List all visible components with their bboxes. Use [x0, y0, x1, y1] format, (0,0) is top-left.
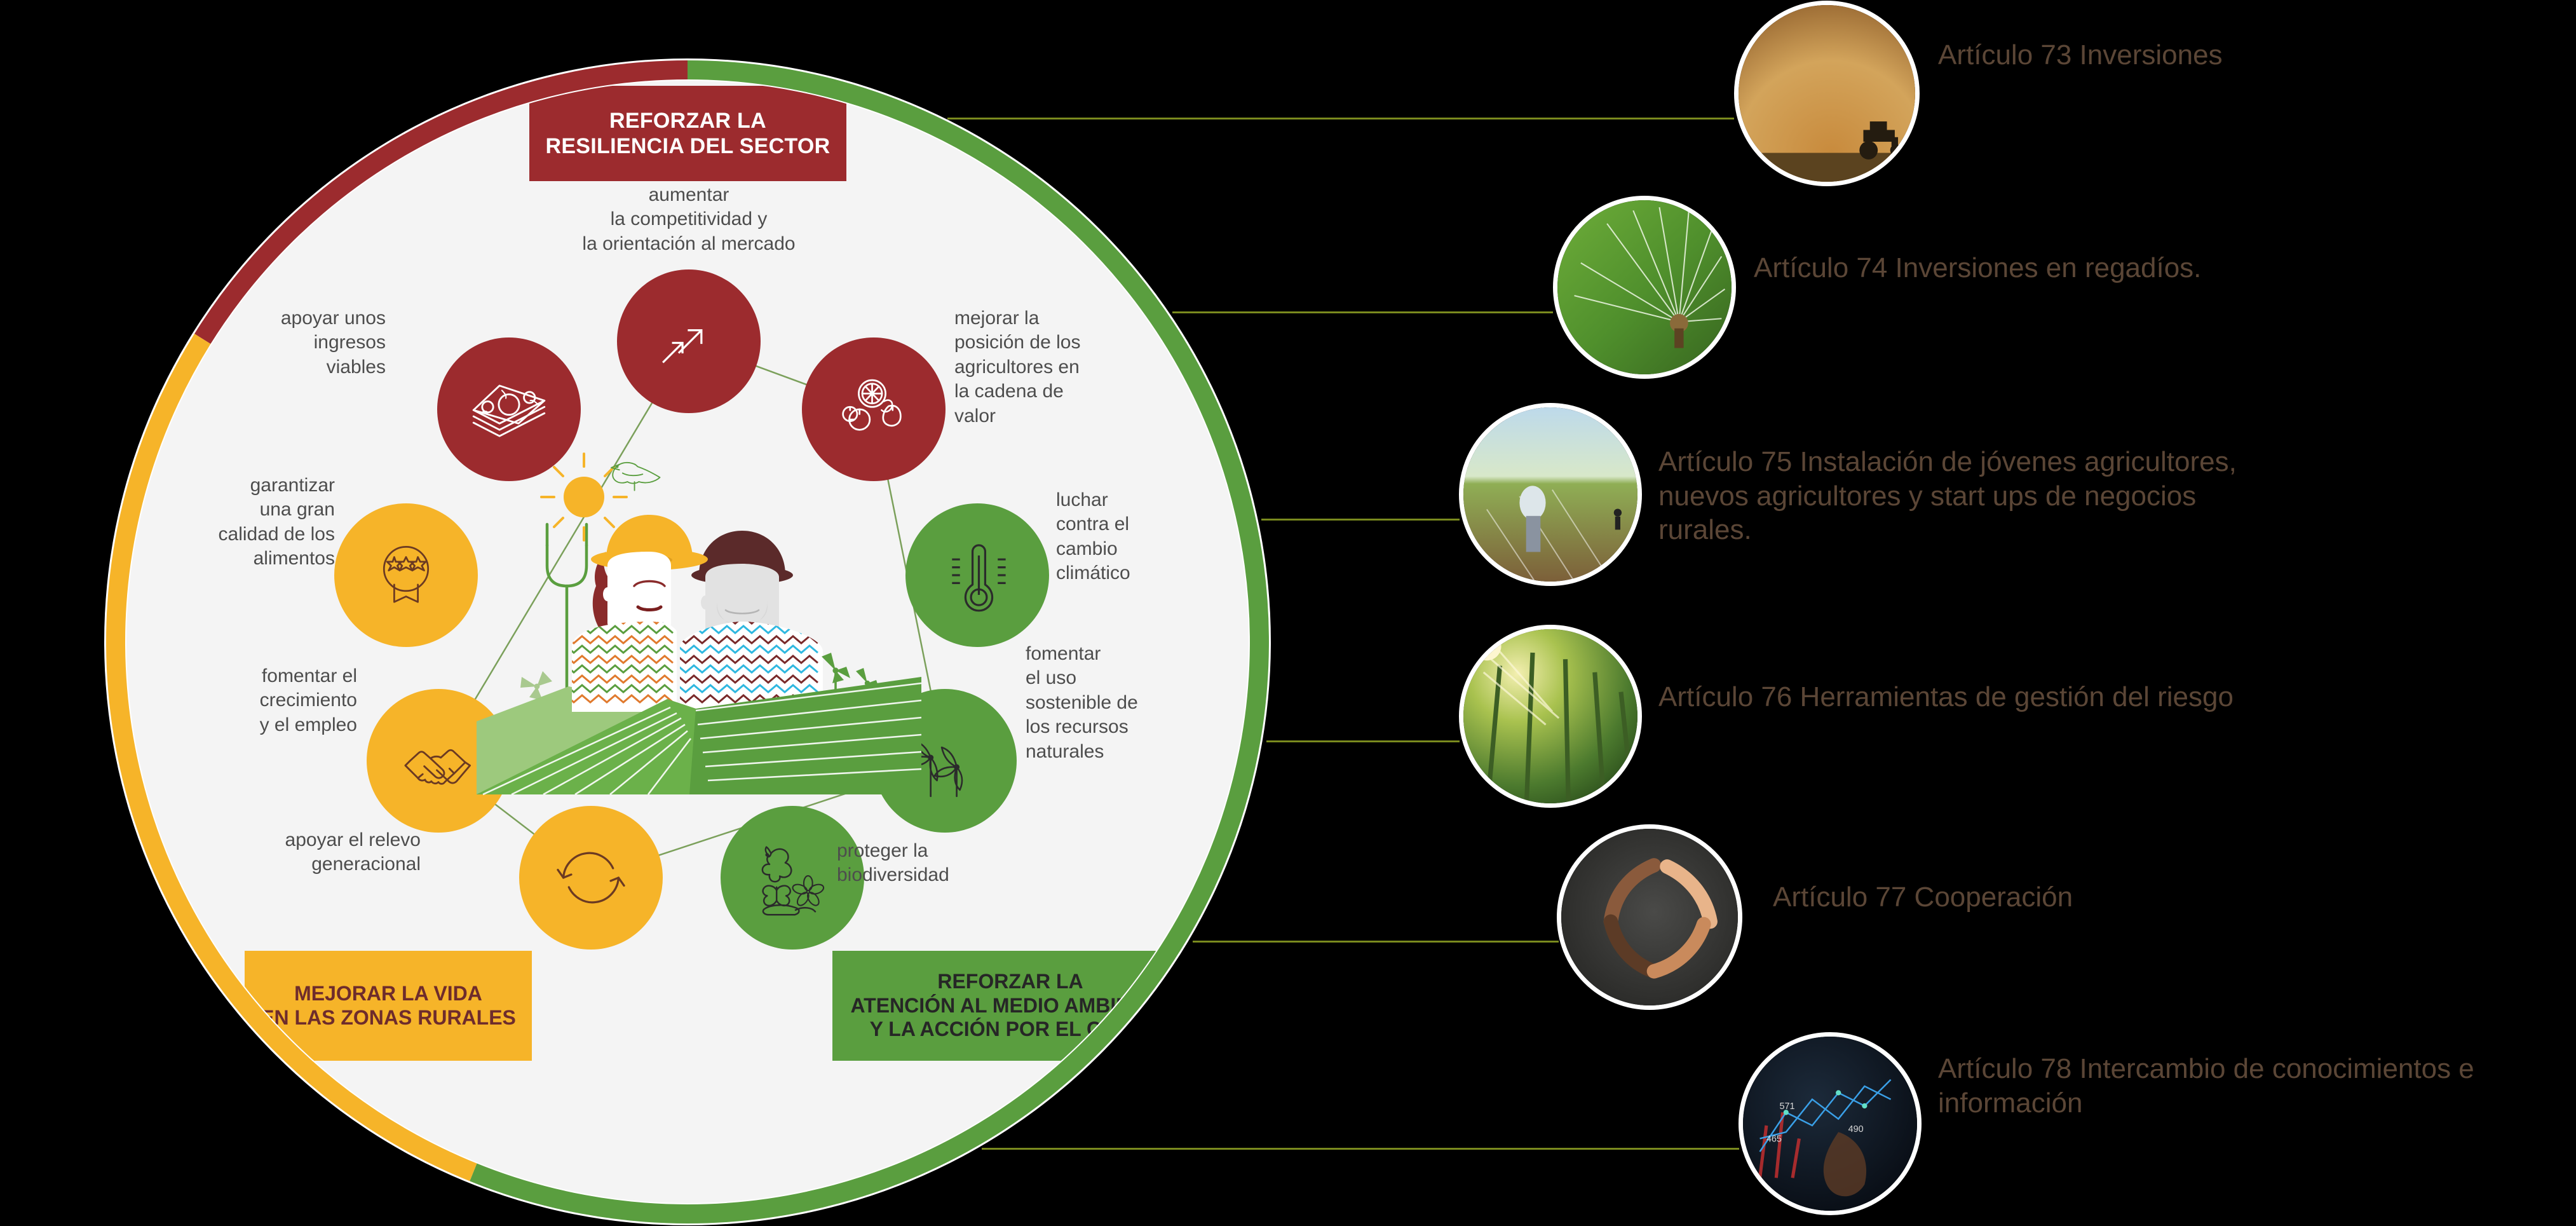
svg-text:465: 465	[1766, 1134, 1782, 1145]
svg-text:490: 490	[1848, 1124, 1864, 1134]
svg-text:571: 571	[1779, 1101, 1794, 1112]
